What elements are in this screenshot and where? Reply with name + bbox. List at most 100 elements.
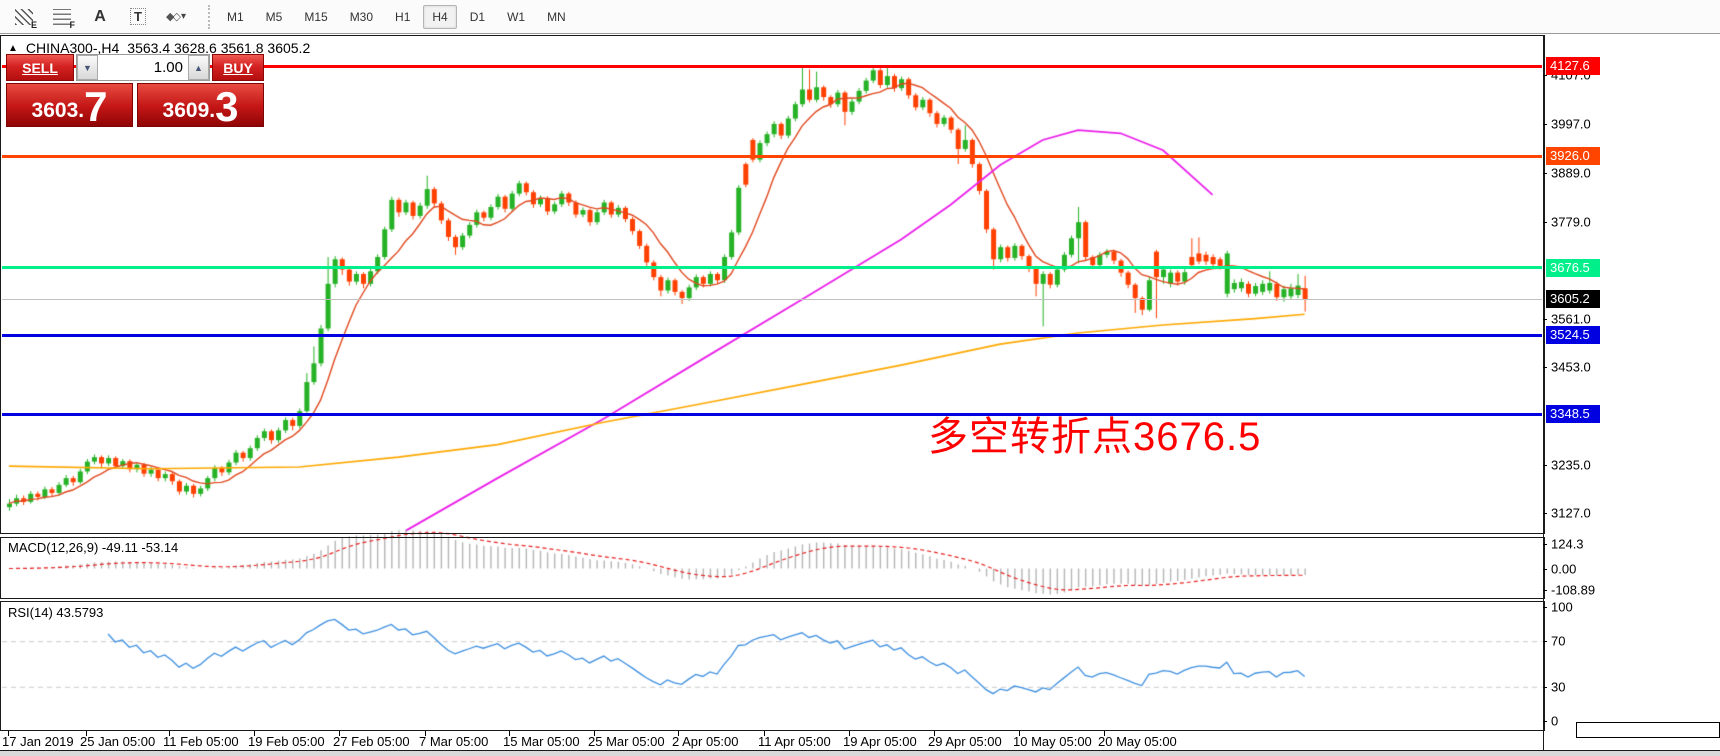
timeframe-button-m1[interactable]: M1 [227,9,244,24]
price-axis-label-3997.0: 3997.0 [1551,116,1591,132]
dropdown-caret-icon: ▾ [180,11,186,22]
toolbar-separator [208,4,210,29]
time-axis-label: 15 Mar 05:00 [503,734,580,749]
volume-input[interactable] [98,55,188,80]
timeframe-button-mn[interactable]: MN [547,9,566,24]
macd-axis-label--108.89: -108.89 [1551,582,1596,598]
buy-price-big: 3 [215,82,239,130]
axis-tick [1543,590,1547,591]
price-axis-label-3561.0: 3561.0 [1551,311,1591,327]
fibonacci-tool-icon[interactable]: F [48,4,76,30]
scroll-corner-box[interactable] [1576,722,1720,738]
axis-tick [1543,221,1547,223]
time-axis-label: 19 Feb 05:00 [248,734,325,749]
horizontal-level-line-3524.5[interactable] [2,333,1542,337]
price-badge-4127.6: 4127.6 [1546,57,1600,75]
axis-tick [1543,319,1547,321]
horizontal-level-line-4127.6[interactable] [2,64,1542,68]
time-axis-label: 25 Mar 05:00 [588,734,665,749]
axis-tick [1543,172,1547,174]
channel-tool-icon-art [15,8,33,25]
price-axis-label-3235.0: 3235.0 [1551,457,1591,473]
horizontal-level-line-3605.2[interactable] [2,298,1542,300]
rsi-axis-label-100: 100 [1551,599,1573,615]
shapes-tool-icon-glyph: ◆◇ [166,11,181,23]
toolbar: E F A T ◆◇ ▾ M1 M5 M15 M30 H1 H4 D1 W1 MN [0,0,1720,34]
time-axis-label: 2 Apr 05:00 [672,734,739,749]
ohlc-values: 3563.4 3628.6 3561.8 3605.2 [127,40,311,56]
macd-label: MACD(12,26,9) -49.11 -53.14 [8,540,179,555]
time-axis-label: 20 May 05:00 [1098,734,1177,749]
drawing-tools-group: E F A T ◆◇ ▾ [0,4,200,30]
time-axis-tick [8,731,9,736]
text-tool-icon[interactable]: A [86,4,114,30]
shapes-tool-icon[interactable]: ◆◇ ▾ [162,4,190,30]
time-axis-label: 11 Apr 05:00 [758,734,831,749]
axis-tick [1543,124,1547,126]
axis-tick [1543,568,1547,570]
volume-increase-button[interactable]: ▲ [188,55,209,80]
timeframe-button-m15[interactable]: M15 [304,9,328,24]
label-tool-icon-glyph: T [130,8,146,25]
axis-tick [1543,686,1547,688]
time-axis-label: 19 Apr 05:00 [843,734,917,749]
rsi-axis-label-30: 30 [1551,679,1566,695]
axis-tick [1543,464,1547,466]
volume-decrease-button[interactable]: ▼ [77,55,98,80]
time-axis-label: 11 Feb 05:00 [163,734,239,749]
time-axis-tick [254,731,255,736]
window-resize-strip [0,751,1720,756]
sell-price[interactable]: 3603. 7 [6,83,133,127]
channel-tool-icon[interactable]: E [10,4,38,30]
axis-tick [1543,721,1547,722]
time-axis-tick [509,731,510,736]
axis-tick [1543,367,1547,369]
axis-tick [1543,75,1547,77]
time-axis-tick [86,731,87,736]
time-axis-tick [678,731,679,736]
annotation-text[interactable]: 多空转折点3676.5 [928,415,1262,459]
text-tool-icon-glyph: A [94,7,106,25]
price-axis-label-3889.0: 3889.0 [1551,165,1591,181]
timeframe-button-m30[interactable]: M30 [349,9,374,24]
timeframe-button-h4[interactable]: H4 [423,4,457,29]
sell-price-small: 3603. [31,99,85,122]
volume-stepper: ▼ ▲ [76,54,210,81]
label-tool-icon[interactable]: T [124,4,152,30]
time-axis-label: 27 Feb 05:00 [333,734,410,749]
buy-button[interactable]: BUY [212,54,264,81]
timeframe-button-d1[interactable]: D1 [469,9,486,24]
time-axis-label: 17 Jan 2019 [2,734,74,749]
sell-button[interactable]: SELL [6,54,74,81]
rsi-axis-label-0: 0 [1551,713,1559,729]
timeframe-button-m5[interactable]: M5 [265,9,283,24]
horizontal-level-line-3926.0[interactable] [2,154,1542,158]
axis-tick [1543,641,1547,643]
timeframe-button-w1[interactable]: W1 [507,9,526,24]
time-axis-tick [594,731,595,736]
price-badge-3348.5: 3348.5 [1546,405,1600,423]
horizontal-level-line-3348.5[interactable] [2,412,1542,416]
horizontal-level-line-3676.5[interactable] [2,266,1542,269]
fibonacci-tool-icon-glyph: F [69,19,76,30]
collapse-arrow-icon[interactable]: ▲ [8,42,18,54]
axis-tick [1543,607,1547,608]
macd-axis-label-124.3: 124.3 [1551,536,1584,552]
time-axis-tick [339,731,340,736]
time-axis-tick [169,731,170,736]
timeframe-button-h1[interactable]: H1 [395,9,411,24]
price-axis-label-3453.0: 3453.0 [1551,359,1591,375]
sell-price-big: 7 [84,82,108,130]
buy-price[interactable]: 3609. 3 [137,83,264,127]
axis-tick [1543,544,1547,545]
time-axis-tick [425,731,426,736]
price-axis-label-3779.0: 3779.0 [1551,214,1591,230]
time-axis-tick [764,731,765,736]
axis-tick [1543,513,1547,514]
time-axis-label: 10 May 05:00 [1013,734,1092,749]
channel-tool-icon-glyph: E [30,19,37,30]
rsi-label: RSI(14) 43.5793 [8,605,104,620]
time-axis-label: 7 Mar 05:00 [419,734,489,749]
